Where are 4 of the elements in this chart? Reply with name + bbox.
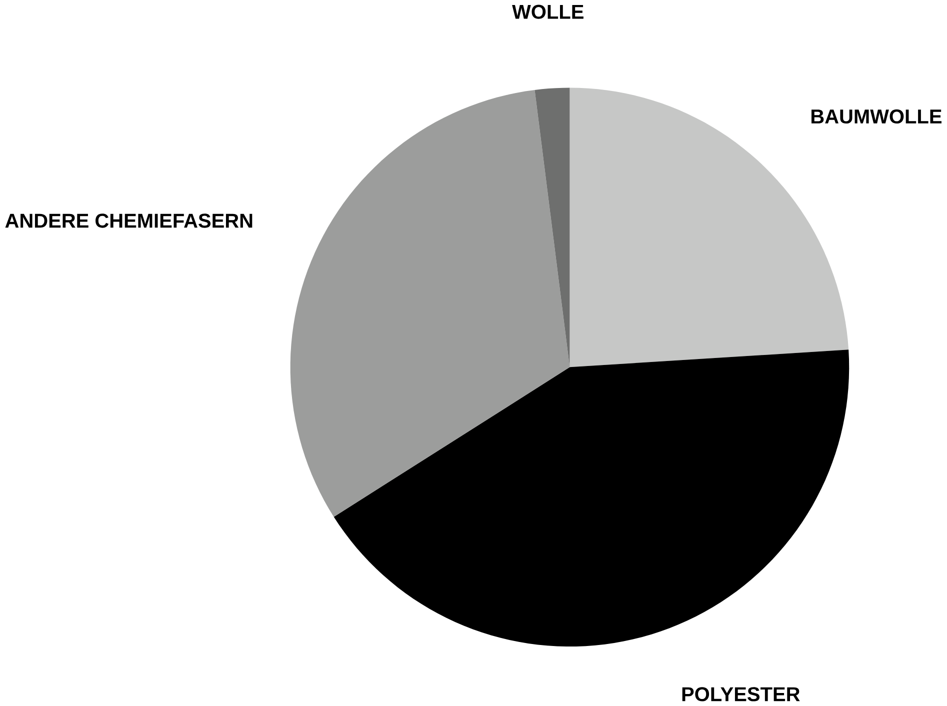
slice-label: BAUMWOLLE: [812, 109, 942, 124]
slice-label: WOLLE: [512, 4, 584, 19]
slice-label: POLYESTER: [682, 687, 800, 702]
slice-label: ANDERE CHEMIEFASERN: [5, 214, 252, 228]
